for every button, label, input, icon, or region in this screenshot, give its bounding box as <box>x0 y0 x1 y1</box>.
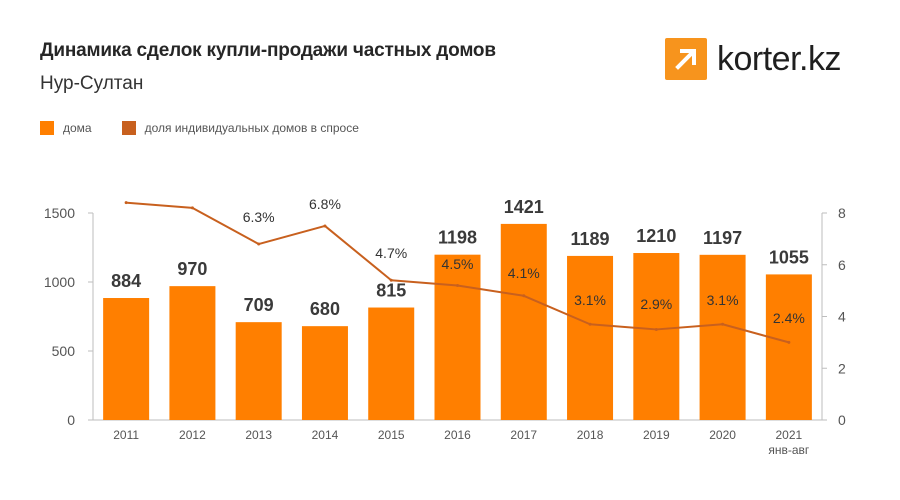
bar-2012 <box>169 286 216 420</box>
x-tick-label: 2013 <box>245 428 272 442</box>
chart-subtitle: Нур-Султан <box>40 73 144 94</box>
y-left-tick-label: 1000 <box>44 274 75 290</box>
y-left-tick-label: 500 <box>52 343 76 359</box>
bar-value-label: 1421 <box>504 197 544 217</box>
y-left-tick-label: 1500 <box>44 205 75 221</box>
x-tick-label: 2018 <box>577 428 604 442</box>
x-tick-label: 2016 <box>444 428 471 442</box>
y-right-tick-label: 0 <box>838 412 846 428</box>
legend-swatch-houses <box>40 121 54 135</box>
bar-value-label: 680 <box>310 299 340 319</box>
bar-2013 <box>235 322 282 420</box>
bar-value-label: 1189 <box>571 229 610 249</box>
arrow-up-right-icon <box>665 38 707 80</box>
bar-value-label: 1210 <box>636 226 676 246</box>
x-tick-label: 2020 <box>709 428 736 442</box>
bar-value-label: 1197 <box>703 228 742 248</box>
share-point-2014 <box>323 224 327 228</box>
y-right-tick-label: 8 <box>838 205 846 221</box>
share-point-2012 <box>190 206 194 210</box>
bar-value-label: 1198 <box>438 228 477 248</box>
x-tick-label: 2012 <box>179 428 206 442</box>
x-tick-label: 2015 <box>378 428 405 442</box>
share-point-2021 <box>787 340 791 344</box>
bar-2016 <box>434 254 481 420</box>
share-data-label: 3.1% <box>574 292 606 308</box>
share-data-label: 6.8% <box>309 196 341 212</box>
legend-label-share: доля индивидуальных домов в спросе <box>144 121 359 135</box>
x-tick-label: 2019 <box>643 428 670 442</box>
bar-2021 <box>765 274 812 420</box>
share-data-label: 2.9% <box>640 296 672 312</box>
share-data-label: 2.4% <box>773 310 805 326</box>
legend-label-houses: дома <box>63 121 92 135</box>
x-tick-sublabel: янв-авг <box>768 443 810 457</box>
x-tick-label: 2014 <box>312 428 339 442</box>
chart-legend: дома доля индивидуальных домов в спросе <box>40 121 389 135</box>
share-point-2013 <box>257 242 261 246</box>
y-right-tick-label: 2 <box>838 360 846 376</box>
bar-value-label: 970 <box>177 259 207 279</box>
bar-value-label: 1055 <box>769 247 809 267</box>
y-right-tick-label: 4 <box>838 309 846 325</box>
bar-value-label: 884 <box>111 271 141 291</box>
x-tick-label: 2017 <box>510 428 537 442</box>
share-data-label: 4.7% <box>375 245 407 261</box>
bar-value-label: 815 <box>376 281 406 301</box>
share-point-2011 <box>124 201 128 205</box>
chart-title: Динамика сделок купли-продажи частных до… <box>40 40 496 61</box>
bar-2011 <box>103 298 150 420</box>
share-data-label: 6.3% <box>243 209 275 225</box>
legend-item-share: доля индивидуальных домов в спросе <box>121 121 359 135</box>
bar-2015 <box>368 307 415 420</box>
x-tick-label: 2021 <box>776 428 803 442</box>
y-right-tick-label: 6 <box>838 257 846 273</box>
share-data-label: 3.1% <box>707 292 739 308</box>
bar-2018 <box>567 255 614 420</box>
share-point-2017 <box>522 294 526 298</box>
x-tick-label: 2011 <box>113 428 139 442</box>
bar-2020 <box>699 254 746 420</box>
share-point-2016 <box>456 283 459 287</box>
brand-name: korter.kz <box>717 40 841 78</box>
bar-2014 <box>301 326 348 420</box>
share-point-2020 <box>721 322 725 326</box>
bar-2019 <box>633 253 680 420</box>
bar-2017 <box>500 223 547 420</box>
share-point-2018 <box>588 322 592 326</box>
legend-swatch-share <box>121 121 136 135</box>
share-data-label: 4.5% <box>442 256 474 272</box>
share-point-2015 <box>389 278 393 282</box>
y-left-tick-label: 0 <box>67 412 75 428</box>
brand-logo: korter.kz <box>665 38 841 80</box>
bar-value-label: 709 <box>244 295 274 315</box>
share-point-2019 <box>654 327 658 331</box>
legend-item-houses: дома <box>40 121 92 135</box>
share-data-label: 4.1% <box>508 265 540 281</box>
